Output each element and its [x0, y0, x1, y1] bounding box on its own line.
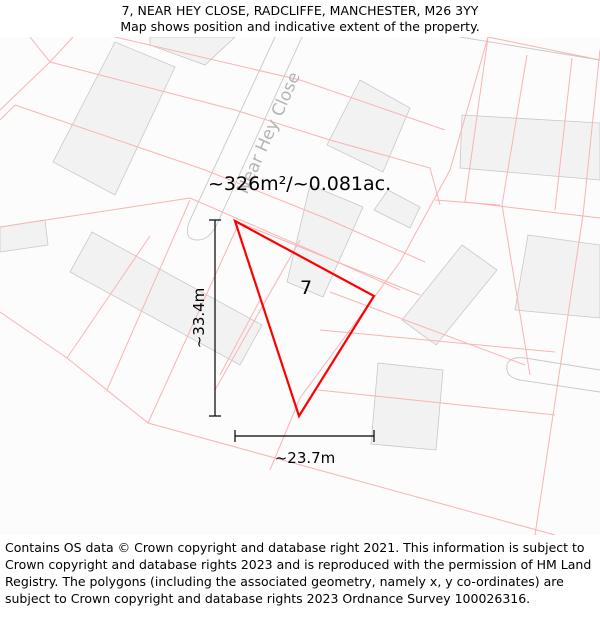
height-measure: ~33.4m: [190, 288, 208, 349]
width-dimension-line: [234, 430, 375, 442]
page-header: 7, NEAR HEY CLOSE, RADCLIFFE, MANCHESTER…: [0, 0, 600, 40]
buildings: [0, 37, 600, 451]
area-label: ~326m²/~0.081ac.: [208, 173, 391, 195]
height-dimension-line: [209, 219, 221, 417]
plot-number: 7: [300, 277, 312, 299]
property-boundary[interactable]: [233, 218, 376, 419]
width-measure: ~23.7m: [275, 449, 336, 467]
property-address: 7, NEAR HEY CLOSE, RADCLIFFE, MANCHESTER…: [121, 3, 479, 18]
property-map[interactable]: Near Hey Close 7 ~326m²/~0.081ac. ~33.4m…: [0, 37, 600, 535]
map-subtitle: Map shows position and indicative extent…: [120, 19, 480, 34]
attribution-text: Contains OS data © Crown copyright and d…: [5, 540, 592, 606]
